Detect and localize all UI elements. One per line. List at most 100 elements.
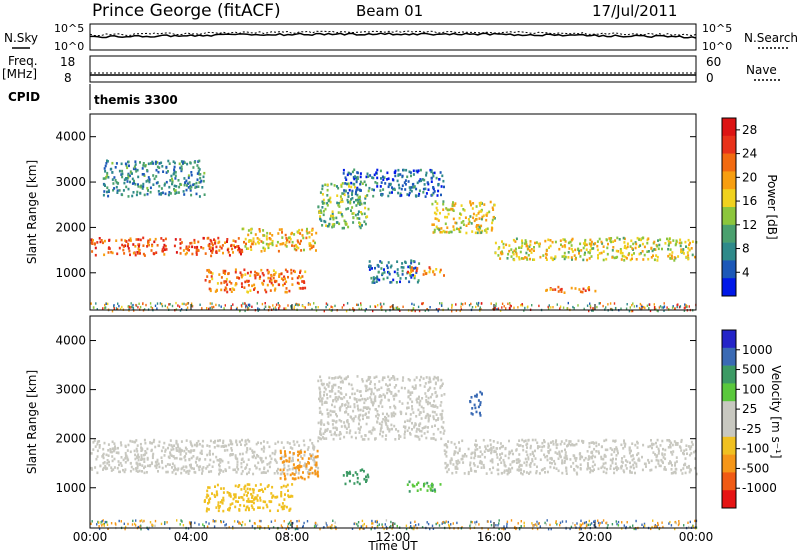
- echo-cell: [315, 306, 317, 309]
- echo-cell: [458, 449, 461, 452]
- echo-cell: [469, 400, 472, 403]
- echo-cell: [312, 448, 315, 451]
- echo-cell: [315, 465, 318, 469]
- echo-cell: [221, 244, 224, 247]
- echo-cell: [395, 428, 397, 431]
- echo-cell: [410, 525, 412, 528]
- echo-cell: [675, 456, 678, 459]
- echo-cell: [229, 442, 232, 446]
- echo-cell: [472, 212, 475, 216]
- echo-cell: [197, 160, 200, 163]
- echo-cell: [320, 423, 323, 426]
- echo-cell: [419, 384, 422, 387]
- echo-cell: [237, 500, 239, 503]
- echo-cell: [356, 217, 359, 220]
- echo-cell: [534, 523, 537, 526]
- echo-cell: [109, 450, 112, 454]
- echo-cell: [359, 172, 362, 175]
- echo-cell: [285, 287, 288, 290]
- echo-cell: [506, 257, 509, 260]
- echo-cell: [441, 409, 444, 413]
- echo-cell: [501, 452, 504, 455]
- echo-cell: [330, 309, 333, 312]
- echo-cell: [606, 252, 609, 256]
- echo-cell: [337, 386, 340, 389]
- echo-cell: [295, 243, 297, 247]
- echo-cell: [405, 524, 408, 527]
- echo-cell: [509, 304, 511, 307]
- echo-cell: [396, 268, 399, 271]
- echo-cell: [388, 271, 391, 274]
- echo-cell: [367, 406, 370, 410]
- echo-cell: [128, 174, 131, 178]
- echo-cell: [119, 470, 121, 474]
- power-colorbar-swatch: [722, 171, 736, 190]
- echo-cell: [234, 495, 237, 499]
- echo-cell: [390, 280, 393, 284]
- echo-cell: [241, 520, 244, 524]
- echo-cell: [680, 449, 683, 452]
- echo-cell: [326, 188, 329, 192]
- echo-cell: [339, 409, 342, 412]
- echo-cell: [102, 519, 104, 522]
- echo-cell: [564, 451, 567, 454]
- echo-cell: [458, 447, 461, 451]
- echo-cell: [668, 237, 671, 241]
- echo-cell: [335, 399, 338, 403]
- echo-cell: [90, 302, 92, 305]
- echo-cell: [552, 306, 554, 309]
- echo-cell: [317, 436, 320, 439]
- echo-cell: [379, 169, 382, 173]
- power-colorbar-swatch: [722, 242, 736, 261]
- echo-cell: [231, 502, 234, 505]
- echo-cell: [381, 272, 384, 275]
- echo-cell: [222, 269, 225, 273]
- echo-cell: [599, 302, 601, 305]
- echo-cell: [142, 164, 145, 167]
- echo-cell: [127, 160, 130, 164]
- echo-cell: [283, 307, 285, 310]
- echo-cell: [440, 185, 443, 188]
- echo-cell: [111, 440, 114, 444]
- echo-cell: [416, 400, 419, 404]
- echo-cell: [406, 193, 409, 196]
- echo-cell: [524, 239, 527, 242]
- echo-cell: [188, 248, 190, 252]
- echo-cell: [393, 398, 396, 401]
- echo-cell: [358, 431, 361, 434]
- echo-cell: [240, 282, 243, 285]
- echo-cell: [234, 454, 237, 457]
- echo-cell: [440, 378, 443, 382]
- echo-cell: [566, 444, 568, 448]
- echo-cell: [185, 303, 187, 306]
- echo-cell: [129, 180, 131, 184]
- echo-cell: [510, 255, 513, 258]
- echo-cell: [300, 455, 302, 458]
- echo-cell: [499, 453, 501, 456]
- echo-cell: [439, 385, 442, 388]
- power-ytick-label: 1000: [55, 266, 86, 280]
- echo-cell: [537, 522, 540, 525]
- echo-cell: [214, 439, 217, 443]
- echo-cell: [563, 251, 566, 255]
- echo-cell: [371, 188, 374, 191]
- echo-cell: [474, 448, 477, 452]
- echo-cell: [460, 308, 462, 311]
- echo-cell: [524, 256, 527, 259]
- echo-cell: [178, 305, 181, 308]
- echo-cell: [434, 438, 437, 442]
- echo-cell: [177, 304, 179, 307]
- echo-cell: [365, 525, 368, 528]
- echo-cell: [297, 246, 300, 250]
- echo-cell: [417, 305, 420, 309]
- echo-cell: [361, 224, 363, 227]
- echo-cell: [205, 467, 208, 470]
- echo-cell: [356, 175, 359, 179]
- echo-cell: [443, 393, 446, 396]
- echo-cell: [583, 458, 586, 462]
- echo-cell: [108, 460, 110, 464]
- echo-cell: [596, 305, 598, 309]
- echo-cell: [149, 521, 152, 524]
- echo-cell: [196, 245, 199, 249]
- echo-cell: [430, 170, 433, 174]
